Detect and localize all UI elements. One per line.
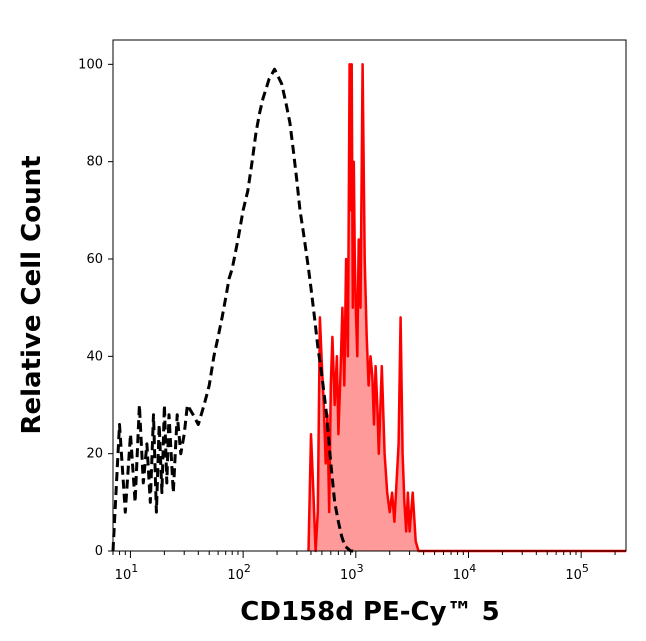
control-histogram-line: [111, 67, 356, 553]
plot-area: [111, 63, 626, 553]
axes: 0 20 40 60 80 100 101 102 103 104 105: [78, 39, 627, 583]
plot-frame: [112, 39, 627, 552]
y-tick-label: 20: [86, 447, 103, 462]
x-tick-label: 103: [340, 562, 364, 583]
y-tick-label: 100: [78, 57, 103, 72]
y-tick-label: 0: [95, 544, 103, 559]
x-tick-label: 105: [565, 562, 589, 583]
x-tick-label: 104: [453, 562, 477, 583]
x-tick-label: 101: [115, 562, 139, 583]
stained-histogram-line: [307, 63, 626, 553]
stained-histogram-fill: [308, 64, 626, 552]
x-axis-title: CD158d PE-Cy™ 5: [240, 597, 499, 627]
y-tick-label: 60: [86, 252, 103, 267]
y-tick-label: 80: [86, 155, 103, 170]
y-tick-label: 40: [86, 349, 103, 364]
x-tick-label: 102: [227, 562, 251, 583]
y-axis-title: Relative Cell Count: [17, 155, 47, 434]
